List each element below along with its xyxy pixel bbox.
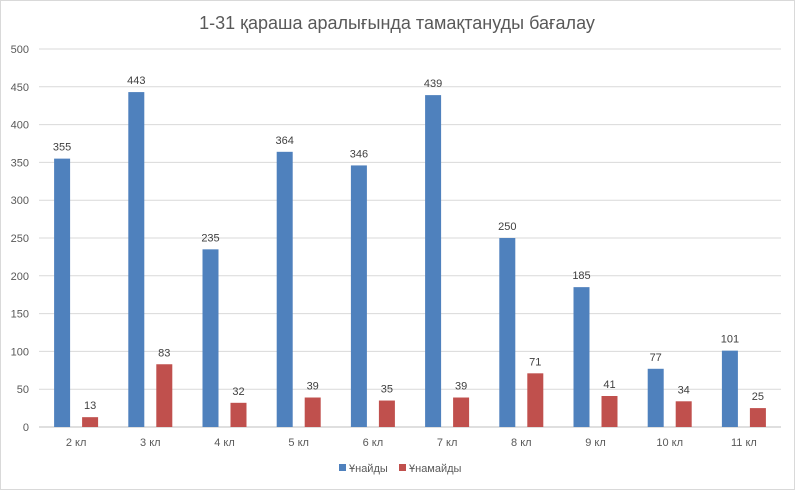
legend-swatch-unaidy	[339, 464, 346, 471]
y-tick-label: 0	[23, 422, 29, 434]
x-tick-label: 8 кл	[511, 437, 532, 449]
bar-unamaidy	[304, 397, 321, 427]
x-axis: 2 кл 3 кл 4 кл 5 кл 6 кл 7 кл 8 кл 9 кл 10 кл 11 …	[66, 437, 757, 449]
data-label: 77	[650, 352, 662, 364]
bar-unamaidy	[749, 408, 766, 427]
y-tick-label: 450	[11, 82, 29, 94]
bar-unamaidy	[156, 364, 173, 427]
data-label: 83	[158, 347, 170, 359]
y-axis: 0 50 100 150 200 250 300 350 400 450 500	[11, 44, 29, 434]
bar-unaidy	[573, 287, 590, 427]
data-label: 364	[276, 135, 294, 147]
data-label: 34	[678, 384, 690, 396]
bar-unamaidy	[82, 417, 99, 427]
bar-unamaidy	[527, 373, 544, 427]
data-label: 39	[307, 381, 319, 393]
x-tick-label: 4 кл	[214, 437, 235, 449]
data-label: 71	[529, 356, 541, 368]
data-label: 25	[752, 391, 764, 403]
y-tick-label: 350	[11, 157, 29, 169]
legend-label-unamaidy: Ұнамайды	[409, 463, 462, 475]
bar-unamaidy	[378, 400, 395, 427]
x-tick-label: 11 кл	[731, 437, 757, 449]
bar-unaidy	[425, 95, 442, 427]
data-label: 35	[381, 384, 393, 396]
bar-unaidy	[202, 249, 219, 427]
data-label: 13	[84, 400, 96, 412]
data-label: 439	[424, 78, 442, 90]
bar-unamaidy	[453, 397, 470, 427]
legend-swatch-unamaidy	[399, 464, 406, 471]
data-label: 101	[721, 334, 739, 346]
data-label: 250	[498, 221, 516, 233]
y-tick-label: 250	[11, 233, 29, 245]
y-tick-label: 100	[11, 346, 29, 358]
x-tick-label: 2 кл	[66, 437, 87, 449]
y-tick-label: 150	[11, 309, 29, 321]
data-label: 39	[455, 381, 467, 393]
data-label: 355	[53, 142, 71, 154]
bar-unaidy	[276, 151, 293, 428]
bars: 355 13 443 83 235 32 364 39 346 35 439 39 250 71 185 41…	[53, 75, 766, 428]
x-tick-label: 5 кл	[288, 437, 309, 449]
legend: Ұнайды Ұнамайды	[339, 463, 462, 475]
y-tick-label: 200	[11, 271, 29, 283]
x-tick-label: 9 кл	[585, 437, 606, 449]
data-label: 185	[572, 270, 590, 282]
y-tick-label: 500	[11, 44, 29, 56]
chart-title: 1-31 қараша аралығында тамақтануды бағал…	[199, 13, 595, 33]
x-tick-label: 3 кл	[140, 437, 161, 449]
bar-unaidy	[721, 350, 738, 427]
data-label: 346	[350, 148, 368, 160]
y-tick-label: 400	[11, 120, 29, 132]
bar-unamaidy	[675, 401, 692, 427]
x-tick-label: 10 кл	[656, 437, 683, 449]
bar-unaidy	[499, 238, 516, 427]
data-label: 41	[603, 379, 615, 391]
y-tick-label: 50	[17, 384, 29, 396]
bar-unamaidy	[601, 396, 618, 427]
bar-unamaidy	[230, 402, 247, 427]
data-label: 443	[127, 75, 145, 87]
data-label: 32	[232, 386, 244, 398]
y-tick-label: 300	[11, 195, 29, 207]
x-tick-label: 6 кл	[363, 437, 384, 449]
gridlines	[39, 48, 781, 428]
bar-unaidy	[350, 165, 367, 427]
x-tick-label: 7 кл	[437, 437, 458, 449]
bar-unaidy	[54, 158, 71, 427]
data-label: 235	[201, 232, 219, 244]
bar-unaidy	[128, 92, 145, 427]
legend-label-unaidy: Ұнайды	[349, 463, 388, 475]
bar-unaidy	[647, 368, 664, 427]
